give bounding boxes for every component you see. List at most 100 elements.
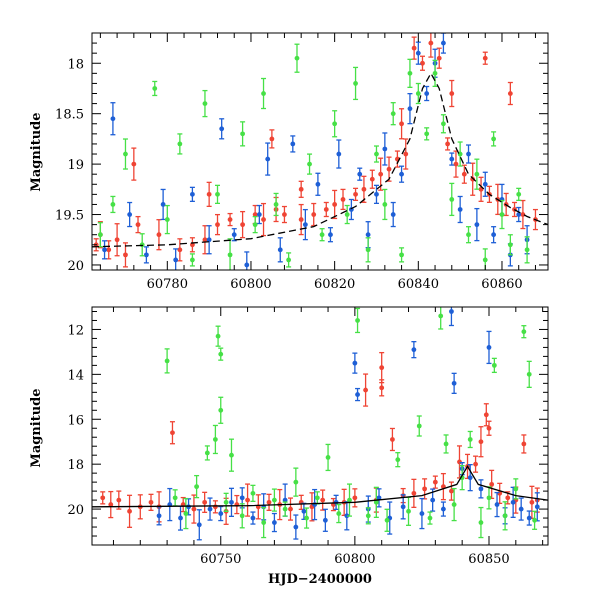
marker	[374, 151, 379, 157]
x-tick-label: 60840	[398, 277, 439, 292]
marker	[438, 313, 444, 319]
marker	[183, 511, 189, 516]
data-point	[387, 501, 393, 535]
marker	[510, 499, 516, 505]
marker	[474, 222, 480, 228]
marker	[319, 232, 325, 238]
data-point	[177, 133, 183, 155]
data-point	[218, 347, 224, 361]
y-tick-label: 20	[67, 259, 84, 274]
marker	[250, 490, 256, 496]
marker	[424, 131, 430, 137]
data-point	[304, 507, 310, 529]
data-point	[419, 55, 425, 71]
data-point	[314, 491, 320, 505]
data-point	[290, 135, 296, 153]
marker	[245, 497, 250, 503]
marker	[352, 495, 358, 501]
data-point	[491, 131, 497, 147]
marker	[282, 506, 288, 512]
data-point	[139, 233, 145, 257]
data-point	[212, 500, 218, 514]
marker	[190, 257, 195, 263]
marker	[143, 252, 149, 258]
bottom-x-axis-label: HJD−2400000	[268, 572, 372, 587]
marker	[457, 207, 463, 212]
data-point	[384, 508, 390, 532]
data-point	[167, 487, 173, 522]
data-point	[189, 237, 195, 253]
marker	[252, 222, 258, 228]
data-point	[286, 252, 292, 268]
data-point	[403, 138, 409, 170]
data-point	[207, 497, 213, 521]
data-point	[183, 497, 189, 530]
marker	[507, 91, 513, 96]
data-point	[507, 234, 513, 256]
marker	[379, 365, 385, 371]
marker	[332, 121, 338, 127]
y-tick-label: 18	[67, 57, 84, 72]
marker	[399, 121, 404, 127]
marker	[491, 362, 497, 368]
data-point	[474, 158, 480, 190]
marker	[382, 146, 388, 152]
data-point	[271, 512, 277, 533]
data-point	[407, 92, 413, 125]
data-point	[122, 242, 128, 268]
data-point	[319, 228, 325, 242]
marker	[499, 212, 505, 217]
data-point	[215, 325, 221, 347]
data-point	[311, 202, 317, 227]
marker	[97, 232, 103, 238]
data-point	[336, 139, 342, 169]
marker	[399, 171, 404, 177]
marker	[231, 232, 237, 238]
data-point	[160, 188, 166, 221]
data-point	[122, 138, 128, 170]
data-point	[470, 162, 476, 196]
marker	[424, 91, 430, 96]
marker	[298, 186, 304, 192]
data-point	[302, 208, 308, 241]
x-tick-label: 60780	[147, 277, 188, 292]
marker	[218, 407, 224, 413]
marker	[110, 116, 116, 122]
data-point	[173, 248, 179, 270]
data-point	[521, 434, 527, 454]
marker	[215, 191, 220, 197]
marker	[453, 161, 459, 167]
data-point	[449, 152, 455, 166]
data-point	[194, 474, 200, 499]
marker	[505, 495, 511, 501]
marker	[440, 506, 446, 512]
marker	[323, 207, 329, 212]
marker	[482, 257, 488, 263]
marker	[311, 212, 317, 217]
data-point	[482, 51, 488, 65]
data-point	[206, 225, 212, 255]
marker	[449, 197, 455, 202]
data-point	[215, 184, 221, 205]
data-point	[218, 505, 224, 522]
data-point	[219, 118, 225, 140]
marker	[478, 486, 484, 492]
data-point	[127, 494, 133, 528]
data-point	[399, 108, 405, 140]
data-point	[373, 486, 379, 518]
marker	[212, 437, 218, 442]
data-point	[445, 137, 451, 151]
data-point	[189, 186, 195, 203]
marker	[314, 495, 320, 501]
data-point	[110, 195, 116, 214]
marker	[449, 309, 454, 314]
marker	[374, 191, 379, 197]
bottom-y-axis-label: Magnitude	[29, 388, 44, 467]
data-point	[164, 204, 170, 235]
data-point	[432, 475, 438, 489]
marker	[411, 347, 417, 353]
data-point	[265, 142, 271, 176]
data-point	[332, 189, 338, 220]
data-point	[271, 488, 277, 512]
data-point	[245, 483, 251, 517]
